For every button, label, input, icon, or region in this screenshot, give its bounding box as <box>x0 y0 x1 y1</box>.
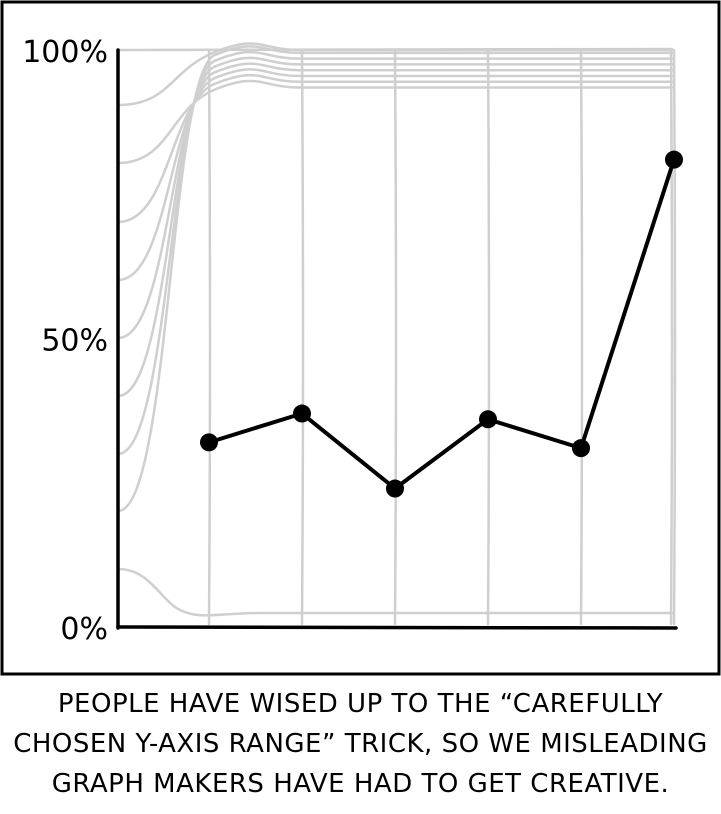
data-point <box>665 150 683 169</box>
horizontal-gridline <box>116 42 674 107</box>
horizontal-gridline <box>116 68 674 282</box>
comic-panel: 0% 50% 100% <box>0 0 721 676</box>
vertical-gridline <box>669 48 674 626</box>
caption-line-1: PEOPLE HAVE WISED UP TO THE “CAREFULLY <box>57 689 664 719</box>
data-point <box>572 439 590 458</box>
vertical-gridline <box>393 48 398 626</box>
data-series <box>200 150 683 498</box>
axes <box>116 48 678 630</box>
series-line <box>207 157 676 491</box>
horizontal-gridline <box>116 79 674 165</box>
horizontal-gridline <box>116 73 674 224</box>
y-tick-labels: 0% 50% 100% <box>22 35 108 647</box>
vertical-gridline <box>207 48 212 626</box>
vertical-gridline <box>579 48 584 626</box>
caption-line-3: GRAPH MAKERS HAVE HAD TO GET CREATIVE. <box>51 769 670 799</box>
data-point <box>479 410 497 429</box>
y-tick-label: 0% <box>60 612 108 647</box>
horizontal-gridline <box>116 47 674 52</box>
vertical-gridline <box>300 48 305 626</box>
horizontal-gridline <box>116 567 674 617</box>
caption-line-2: CHOSEN Y-AXIS RANGE” TRICK, SO WE MISLEA… <box>13 729 708 759</box>
x-axis <box>116 625 678 630</box>
y-tick-label: 50% <box>41 324 108 359</box>
data-point <box>293 404 311 423</box>
y-tick-label: 100% <box>22 35 108 70</box>
vertical-gridline <box>672 48 677 626</box>
horizontal-gridline <box>116 45 674 513</box>
caption: PEOPLE HAVE WISED UP TO THE “CAREFULLY C… <box>0 684 721 804</box>
data-point <box>200 433 218 452</box>
vertical-gridline <box>486 48 491 626</box>
data-point <box>386 479 404 498</box>
gridlines <box>116 42 677 626</box>
panel-frame <box>0 0 721 676</box>
